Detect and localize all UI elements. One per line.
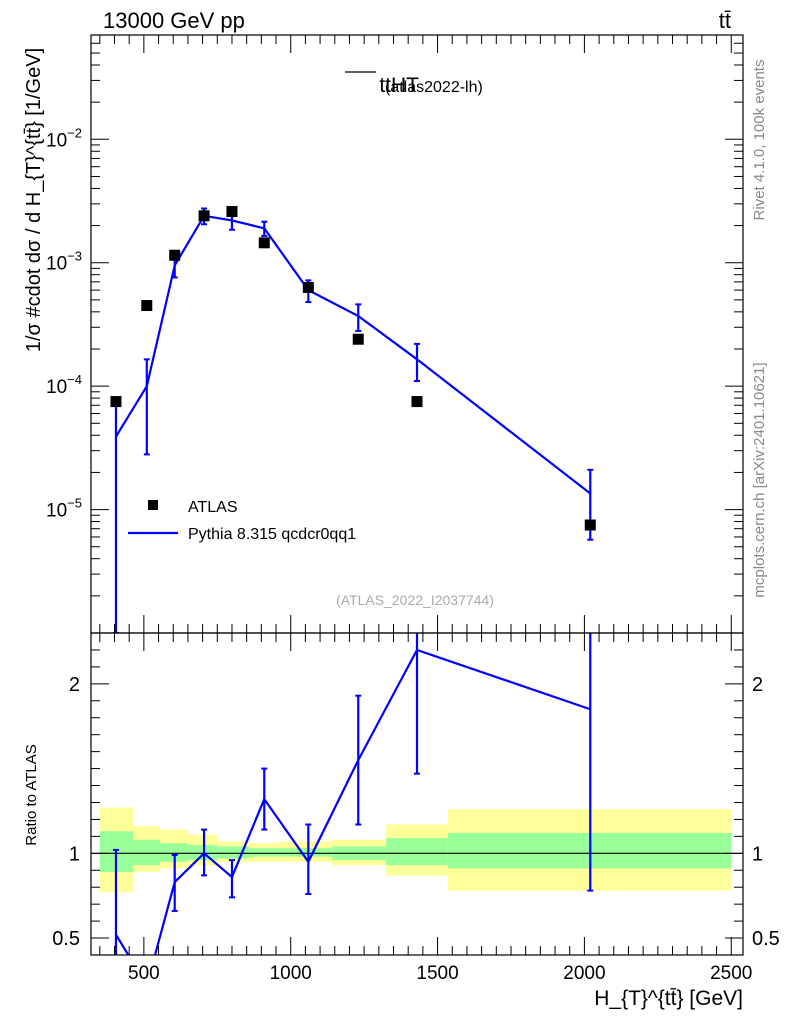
plot-title: ttHT	[379, 74, 419, 97]
atlas-point-7	[352, 333, 364, 345]
plot-frames	[90, 34, 744, 956]
analysis-watermark: (ATLAS_2022_I2037744)	[336, 592, 494, 608]
legend-pythia-label: Pythia 8.315 qcdcr0qq1	[188, 526, 356, 543]
ratio-panel-frame	[90, 632, 744, 956]
atlas-point-0	[110, 396, 122, 408]
legend-atlas-label: ATLAS	[188, 499, 238, 516]
main-y-tick-label: 10−3	[46, 249, 82, 275]
ratio-pythia-line	[115, 648, 591, 955]
inner-band-1	[133, 839, 161, 866]
atlas-point-8	[411, 396, 423, 408]
ratio-uncertainty-bands	[91, 807, 743, 893]
inner-band-3	[187, 844, 218, 861]
ratio-y-tick-label-left: 1	[69, 843, 80, 865]
rivet-version-label: Rivet 4.1.0, 100k events	[751, 60, 768, 221]
source-label: mcplots.cern.ch [arXiv:2401.10621]	[751, 362, 768, 597]
ratio-y-axis-label: Ratio to ATLAS	[23, 744, 40, 845]
atlas-point-4	[226, 206, 238, 218]
inner-band-4	[217, 846, 250, 859]
main-y-axis-label: 1/σ #cdot dσ / d H_{T}^{tt̄} [1/GeV]	[23, 48, 45, 352]
atlas-point-6	[302, 281, 314, 293]
plot-subtitle: (atlas2022-lh)	[385, 79, 483, 96]
x-axis-label: H_{T}^{tt̄} [GeV]	[594, 987, 743, 1010]
x-tick-label: 2000	[563, 963, 605, 984]
axis-ticks	[91, 34, 743, 956]
legend: ATLAS Pythia 8.315 qcdcr0qq1	[128, 499, 356, 543]
energy-label: 13000 GeV pp	[103, 8, 245, 33]
ratio-y-tick-label-right: 0.5	[752, 928, 780, 950]
inner-band-5	[249, 848, 279, 857]
x-tick-label: 1000	[270, 963, 312, 984]
main-plot-marks	[110, 206, 596, 633]
atlas-point-1	[141, 300, 153, 312]
atlas-point-2	[169, 249, 181, 261]
main-y-tick-label: 10−5	[46, 496, 82, 522]
main-y-tick-label: 10−2	[46, 125, 82, 151]
legend-atlas-marker	[148, 500, 158, 510]
axis-tick-labels: 10−510−410−310−20.5 0.51 12 2500 1000 1500 200…	[46, 125, 780, 984]
inner-band-2	[160, 843, 188, 862]
inner-band-6	[278, 848, 332, 857]
atlas-point-5	[258, 237, 270, 249]
ratio-plot-marks	[112, 633, 594, 955]
ratio-y-tick-label-left: 2	[69, 674, 80, 696]
main-y-tick-label: 10−4	[46, 372, 82, 398]
x-tick-label: 2500	[710, 963, 752, 984]
x-tick-label: 500	[128, 963, 160, 984]
main-panel-frame	[90, 34, 744, 634]
atlas-point-9	[584, 519, 596, 531]
ratio-y-tick-label-right: 2	[752, 674, 763, 696]
ratio-y-tick-label-left: 0.5	[52, 928, 80, 950]
process-label: tt̄	[719, 8, 731, 33]
x-tick-label: 1500	[416, 963, 458, 984]
pythia-line	[115, 214, 591, 495]
ratio-y-tick-label-right: 1	[752, 843, 763, 865]
inner-band-8	[386, 838, 448, 866]
atlas-point-3	[198, 210, 210, 222]
